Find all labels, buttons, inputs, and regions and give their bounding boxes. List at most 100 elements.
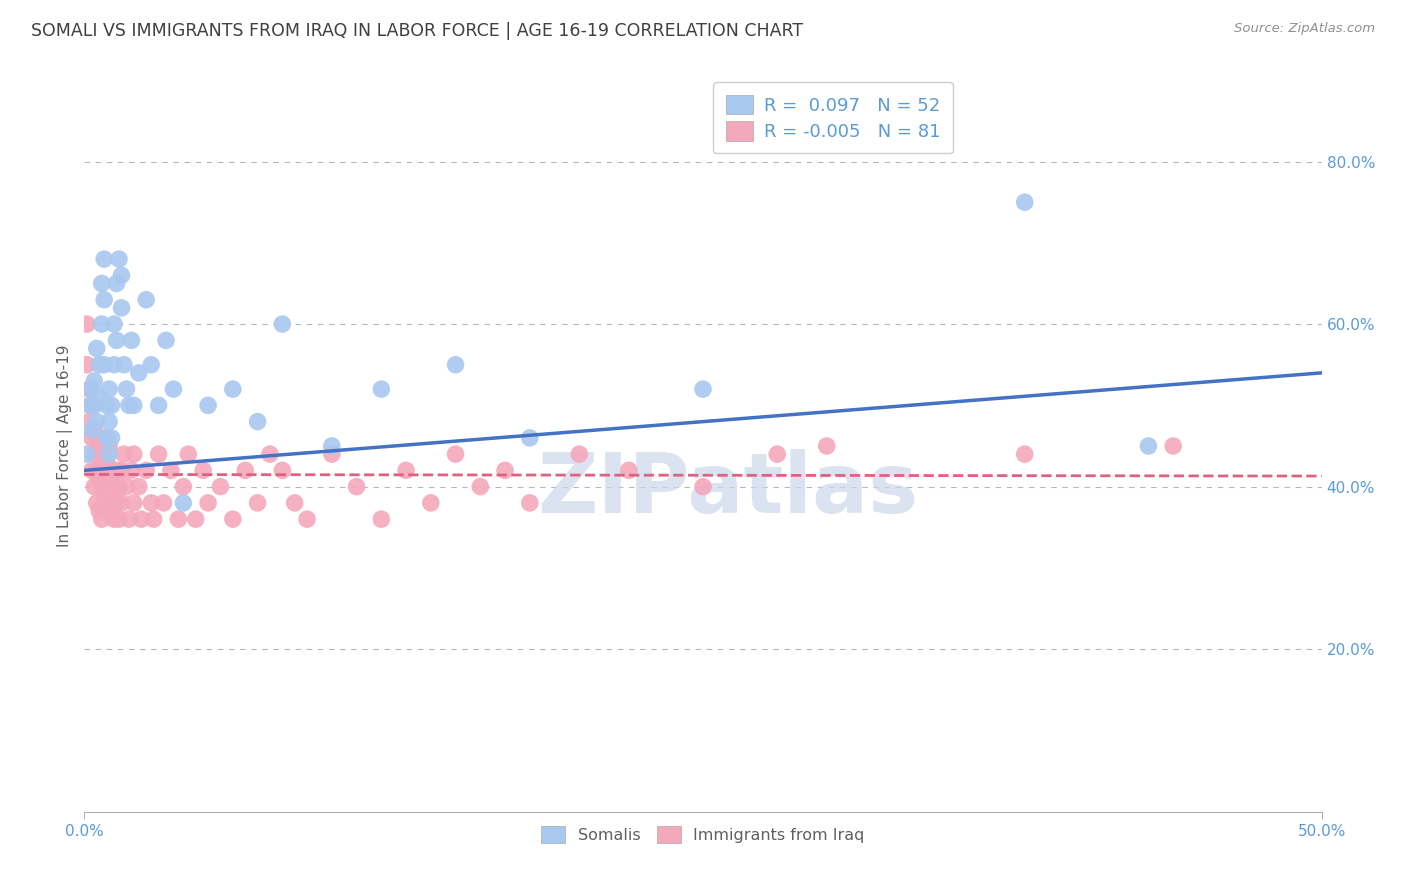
Point [160,463,183,477]
Point [519,431,541,445]
Point [167,512,190,526]
Point [271,317,294,331]
Point [76,447,98,461]
Point [419,496,441,510]
Point [79,382,101,396]
Point [89,504,111,518]
Point [370,512,392,526]
Point [122,447,145,461]
Point [494,463,516,477]
Point [98,504,121,518]
Point [118,512,141,526]
Legend: Somalis, Immigrants from Iraq: Somalis, Immigrants from Iraq [533,818,873,851]
Point [98,447,121,461]
Point [83,480,105,494]
Point [89,439,111,453]
Point [120,334,142,348]
Point [184,512,207,526]
Point [89,390,111,404]
Point [112,447,135,461]
Point [141,496,163,510]
Point [100,496,122,510]
Point [83,423,105,437]
Point [96,398,118,412]
Point [128,480,150,494]
Point [177,447,200,461]
Point [79,415,101,429]
Point [1137,439,1160,453]
Point [321,447,343,461]
Point [98,471,121,485]
Point [1161,439,1184,453]
Point [222,382,245,396]
Point [80,423,103,437]
Point [222,512,245,526]
Point [122,398,145,412]
Point [172,496,194,510]
Point [76,358,98,372]
Point [93,431,115,445]
Point [89,358,111,372]
Point [152,496,174,510]
Point [692,480,714,494]
Point [519,496,541,510]
Point [93,496,115,510]
Point [103,317,125,331]
Point [617,463,640,477]
Point [346,480,368,494]
Point [191,463,214,477]
Point [86,431,108,445]
Point [80,382,103,396]
Point [141,358,163,372]
Point [108,252,131,266]
Point [98,415,121,429]
Point [284,496,307,510]
Point [103,480,125,494]
Point [86,463,108,477]
Point [86,496,108,510]
Point [118,398,141,412]
Point [246,415,269,429]
Point [96,488,118,502]
Point [155,334,177,348]
Point [79,398,101,412]
Point [110,496,132,510]
Point [271,463,294,477]
Point [86,415,108,429]
Point [568,447,591,461]
Point [100,463,122,477]
Point [83,374,105,388]
Point [766,447,789,461]
Point [444,358,467,372]
Point [259,447,281,461]
Point [233,463,256,477]
Point [105,463,128,477]
Point [86,342,108,356]
Point [370,382,392,396]
Point [110,301,132,315]
Point [148,447,170,461]
Point [112,358,135,372]
Point [100,398,122,412]
Point [246,496,269,510]
Point [76,317,98,331]
Point [80,398,103,412]
Point [172,480,194,494]
Point [162,382,184,396]
Point [470,480,492,494]
Point [129,512,152,526]
Point [90,447,112,461]
Point [96,455,118,469]
Point [110,268,132,283]
Point [108,512,131,526]
Point [815,439,838,453]
Point [105,277,128,291]
Point [197,496,219,510]
Point [93,358,115,372]
Point [108,480,131,494]
Point [135,293,157,307]
Point [115,480,138,494]
Text: SOMALI VS IMMIGRANTS FROM IRAQ IN LABOR FORCE | AGE 16-19 CORRELATION CHART: SOMALI VS IMMIGRANTS FROM IRAQ IN LABOR … [31,22,803,40]
Point [103,358,125,372]
Point [142,512,165,526]
